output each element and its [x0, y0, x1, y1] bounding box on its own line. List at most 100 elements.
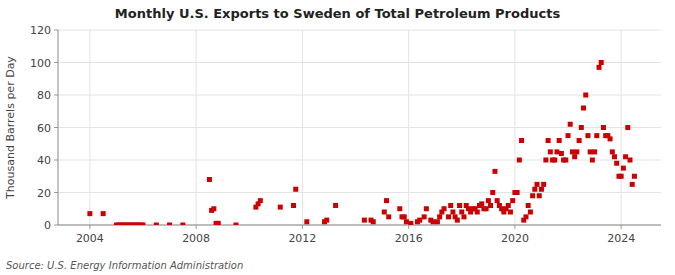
source-note: Source: U.S. Energy Information Administ… [6, 260, 243, 271]
point [417, 218, 422, 223]
x-axis-line [58, 225, 661, 226]
y-grid-line [58, 30, 661, 31]
point [557, 138, 562, 143]
y-grid-line [58, 127, 661, 128]
point [216, 221, 221, 225]
point [601, 125, 606, 130]
point [546, 138, 551, 143]
point [619, 174, 624, 179]
x-grid-line [621, 30, 622, 225]
point [590, 158, 595, 163]
point [211, 206, 216, 211]
point [528, 210, 533, 215]
x-tick [621, 225, 622, 229]
point [437, 214, 442, 219]
y-tick-label: 120 [30, 24, 51, 37]
point [180, 223, 185, 226]
point [446, 214, 451, 219]
point [371, 219, 376, 224]
point [526, 203, 531, 208]
point [517, 158, 522, 163]
point [608, 136, 613, 141]
point [408, 221, 413, 225]
point [585, 133, 590, 138]
point [87, 211, 92, 216]
point [293, 187, 298, 192]
point [568, 122, 573, 127]
point [597, 65, 602, 70]
point [431, 219, 436, 224]
y-tick [54, 127, 58, 128]
point [559, 151, 564, 156]
y-grid-line [58, 62, 661, 63]
point [402, 214, 407, 219]
x-tick-label: 2020 [501, 232, 529, 245]
point [475, 210, 480, 215]
point [570, 149, 575, 154]
point [632, 174, 637, 179]
point [623, 154, 628, 159]
y-tick-label: 20 [37, 187, 51, 200]
point [486, 198, 491, 203]
x-tick-label: 2004 [76, 232, 104, 245]
point [435, 219, 440, 224]
point [459, 210, 464, 215]
point [457, 203, 462, 208]
x-grid-line [89, 30, 90, 225]
x-tick [514, 225, 515, 229]
y-grid-line [58, 192, 661, 193]
point [404, 219, 409, 224]
point [154, 223, 159, 226]
title: Monthly U.S. Exports to Sweden of Total … [115, 6, 561, 21]
point [563, 158, 568, 163]
point [588, 149, 593, 154]
point [627, 158, 632, 163]
y-axis-line [58, 30, 59, 225]
point [574, 149, 579, 154]
point [455, 218, 460, 223]
point [537, 193, 542, 198]
y-tick [54, 62, 58, 63]
point [610, 149, 615, 154]
point [484, 206, 489, 211]
x-grid-line [302, 30, 303, 225]
point [583, 93, 588, 98]
point [207, 177, 212, 182]
y-tick [54, 160, 58, 161]
axes: 020406080100120200420082012201620202024 [30, 24, 661, 245]
y-tick [54, 95, 58, 96]
point [141, 223, 146, 226]
point [362, 218, 367, 223]
point [552, 158, 557, 163]
point [448, 203, 453, 208]
x-tick-label: 2016 [395, 232, 423, 245]
point [625, 125, 630, 130]
point [535, 182, 540, 187]
point [614, 161, 619, 166]
point [495, 198, 500, 203]
x-tick [196, 225, 197, 229]
x-grid-line [514, 30, 515, 225]
x-tick-label: 2012 [288, 232, 316, 245]
point [594, 133, 599, 138]
point [532, 187, 537, 192]
y-tick-label: 40 [37, 154, 51, 167]
point [324, 218, 329, 223]
point [386, 214, 391, 219]
point [397, 206, 402, 211]
point [492, 169, 497, 174]
point [479, 201, 484, 206]
y-tick [54, 192, 58, 193]
point [442, 206, 447, 211]
chart-container: Monthly U.S. Exports to Sweden of Total … [0, 0, 675, 275]
point [579, 125, 584, 130]
x-tick-label: 2024 [607, 232, 635, 245]
y-grid-line [58, 95, 661, 96]
point [541, 182, 546, 187]
y-grid-line [58, 160, 661, 161]
y-tick [54, 30, 58, 31]
point [490, 190, 495, 195]
point [291, 203, 296, 208]
point [488, 203, 493, 208]
point [333, 203, 338, 208]
